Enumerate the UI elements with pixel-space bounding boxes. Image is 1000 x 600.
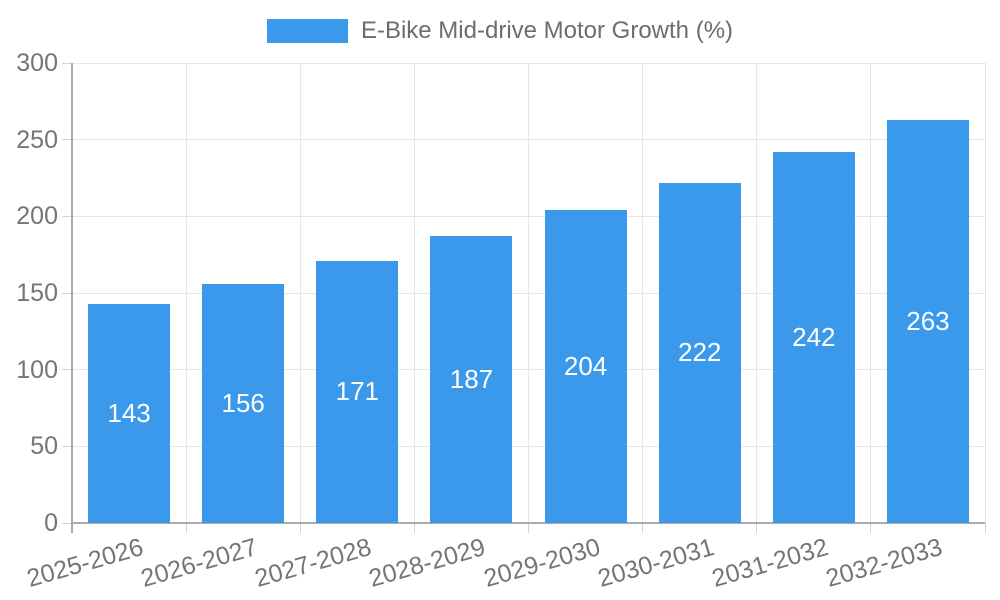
bar-value-label: 222: [677, 337, 722, 368]
x-tick-mark: [870, 523, 872, 533]
legend[interactable]: E-Bike Mid-drive Motor Growth (%): [0, 17, 1000, 45]
y-tick-mark: [62, 292, 72, 294]
bar-value-label: 242: [792, 321, 836, 352]
x-gridline: [299, 63, 301, 523]
bar-value-label: 204: [563, 351, 608, 382]
x-gridline: [413, 63, 415, 523]
x-tick-mark: [185, 523, 187, 533]
y-tick-mark: [62, 445, 72, 447]
x-gridline: [528, 63, 529, 523]
y-tick-mark: [62, 522, 72, 524]
bar[interactable]: 156: [202, 283, 285, 523]
bar[interactable]: 171: [316, 260, 399, 523]
bar[interactable]: 242: [772, 151, 855, 523]
bar[interactable]: 263: [886, 119, 969, 523]
x-tick-mark: [984, 523, 986, 533]
x-tick-mark: [528, 523, 529, 533]
y-tick-label: 0: [44, 509, 58, 537]
x-tick-mark: [642, 523, 644, 533]
y-tick-mark: [62, 369, 72, 371]
legend-swatch[interactable]: [266, 19, 348, 43]
x-gridline: [870, 63, 872, 523]
bar[interactable]: 204: [544, 210, 627, 523]
x-tick-mark: [299, 523, 301, 533]
y-tick-label: 50: [30, 432, 58, 461]
y-tick-mark: [62, 215, 72, 217]
y-tick-label: 100: [16, 355, 58, 384]
bar[interactable]: 222: [658, 182, 741, 523]
y-tick-label: 250: [16, 125, 58, 154]
x-tick-mark: [413, 523, 415, 533]
y-tick-mark: [62, 139, 72, 141]
y-axis-line: [71, 63, 73, 533]
bar[interactable]: 187: [430, 236, 513, 523]
x-tick-mark: [756, 523, 758, 533]
y-tick-label: 200: [16, 202, 58, 231]
bar-value-label: 187: [449, 364, 494, 395]
x-axis-line: [72, 522, 985, 524]
y-tick-label: 300: [16, 49, 58, 77]
x-gridline: [185, 63, 187, 523]
y-tick-label: 150: [16, 279, 58, 307]
x-gridline: [642, 63, 644, 523]
bar-value-label: 263: [906, 305, 950, 336]
x-gridline: [984, 63, 986, 523]
bar-value-label: 143: [107, 397, 151, 428]
bar[interactable]: 143: [88, 303, 171, 523]
bar-value-label: 171: [335, 376, 379, 407]
y-tick-mark: [62, 62, 72, 64]
legend-label[interactable]: E-Bike Mid-drive Motor Growth (%): [360, 17, 734, 44]
bar-value-label: 156: [221, 387, 265, 418]
x-gridline: [756, 63, 758, 523]
